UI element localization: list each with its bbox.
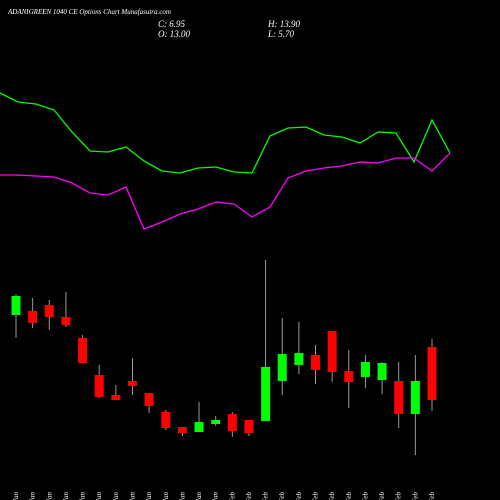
x-tick-label: 06 Feb	[295, 492, 303, 500]
candle-body	[227, 414, 237, 432]
stat-high: H: 13.90	[267, 19, 300, 29]
x-tick-label: 05 Feb	[278, 492, 286, 500]
x-tick-label: 03 Feb	[245, 492, 253, 500]
x-tick-label: 21 Jan	[112, 492, 120, 500]
stat-open: O: 13.00	[158, 29, 190, 39]
candle-body	[360, 361, 370, 377]
candle-body	[44, 305, 54, 318]
x-tick-label: 27 Jan	[162, 492, 170, 500]
x-tick-label: 22 Jan	[128, 492, 136, 500]
candle-body	[11, 295, 21, 316]
candle-body	[111, 395, 121, 401]
candle-body	[277, 353, 287, 381]
chart-title: ADANIGREEN 1040 CE Options Chart Munafas…	[7, 8, 171, 16]
x-tick-label: 02 Feb	[228, 492, 236, 500]
x-tick-label: 11 Feb	[345, 492, 353, 500]
candle-body	[94, 375, 104, 398]
candle-body	[177, 426, 187, 434]
candle-body	[61, 317, 71, 325]
x-tick-label: 16 Jan	[62, 492, 70, 500]
candle-body	[78, 337, 88, 364]
candle-body	[327, 330, 337, 372]
candle-body	[211, 419, 221, 425]
x-tick-label: 18 Feb	[428, 492, 436, 500]
x-tick-label: 09 Feb	[312, 492, 320, 500]
x-tick-label: 28 Jan	[178, 492, 186, 500]
candle-body	[344, 370, 354, 383]
x-tick-label: 19 Jan	[79, 492, 87, 500]
x-tick-label: 13 Jan	[29, 492, 37, 500]
x-tick-label: 30 Jan	[212, 492, 220, 500]
x-tick-label: 10 Feb	[328, 492, 336, 500]
candle-body	[377, 363, 387, 381]
candle-body	[311, 354, 321, 371]
candle-body	[244, 419, 254, 434]
x-tick-label: 17 Feb	[411, 492, 419, 500]
x-tick-label: 12 Jan	[12, 492, 20, 500]
x-tick-label: 23 Jan	[145, 492, 153, 500]
candle-body	[261, 366, 271, 422]
x-tick-label: 13 Feb	[378, 492, 386, 500]
candle-body	[144, 392, 154, 406]
stat-close: C: 6.95	[158, 19, 186, 29]
indicator-line	[0, 152, 451, 230]
x-tick-label: 29 Jan	[195, 492, 203, 500]
x-tick-label: 16 Feb	[395, 492, 403, 500]
candle-body	[194, 421, 204, 432]
x-tick-label: 14 Jan	[45, 492, 53, 500]
stat-low: L: 5.70	[267, 29, 295, 39]
candle-body	[127, 380, 137, 386]
candle-body	[410, 380, 420, 415]
candle-body	[394, 380, 404, 415]
candle-body	[161, 412, 171, 429]
indicator-line	[0, 92, 451, 174]
candle-body	[294, 352, 304, 365]
x-tick-label: 12 Feb	[361, 492, 369, 500]
x-tick-label: 04 Feb	[262, 492, 270, 500]
candle-body	[427, 346, 437, 401]
candle-body	[28, 310, 38, 323]
x-tick-label: 20 Jan	[95, 492, 103, 500]
